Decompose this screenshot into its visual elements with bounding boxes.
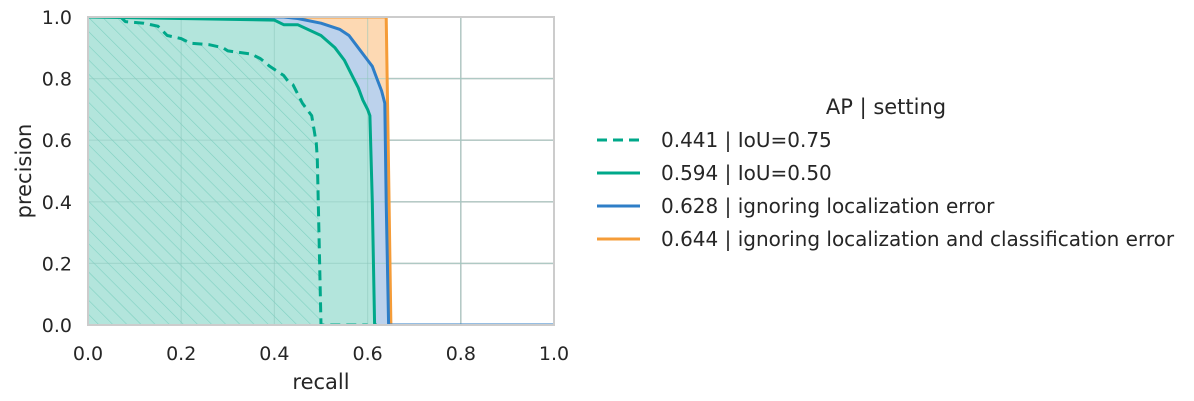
series-line: [88, 17, 368, 325]
x-tick-label: 0.8: [446, 343, 476, 365]
legend-title: AP | setting: [826, 95, 946, 120]
x-axis-label: recall: [292, 370, 349, 394]
x-tick-label: 0.6: [352, 343, 382, 365]
series-line: [88, 17, 554, 325]
x-tick-label: 0.4: [259, 343, 289, 365]
y-tick-label: 0.6: [42, 130, 72, 152]
series-line: [88, 17, 377, 325]
y-tick-label: 0.8: [42, 69, 72, 91]
series-lines: [88, 17, 554, 325]
y-tick-label: 0.0: [42, 315, 72, 337]
y-tick-label: 1.0: [42, 7, 72, 29]
tick-labels: 0.0 0.2 0.4 0.6 0.8 1.0 0.0 0.2 0.4 0.6 0.8 1.0: [42, 7, 569, 365]
legend-entry-label: 0.594 | IoU=0.50: [661, 161, 832, 185]
legend-entry-label: 0.628 | ignoring localization error: [661, 194, 995, 218]
series-line: [88, 17, 554, 325]
legend: AP | setting 0.441 | IoU=0.75 0.594 | IoU…: [597, 95, 1175, 251]
series-area-hatch: [88, 17, 368, 325]
y-tick-label: 0.2: [42, 253, 72, 275]
legend-entry-label: 0.441 | IoU=0.75: [661, 128, 832, 152]
y-tick-label: 0.4: [42, 192, 72, 214]
legend-entry-label: 0.644 | ignoring localization and classi…: [661, 227, 1175, 251]
x-tick-label: 0.2: [166, 343, 196, 365]
area-fills: [88, 17, 554, 325]
plot-frame: [87, 16, 555, 326]
x-tick-label: 0.0: [73, 343, 103, 365]
y-axis-label: precision: [12, 124, 36, 219]
x-tick-label: 1.0: [539, 343, 569, 365]
